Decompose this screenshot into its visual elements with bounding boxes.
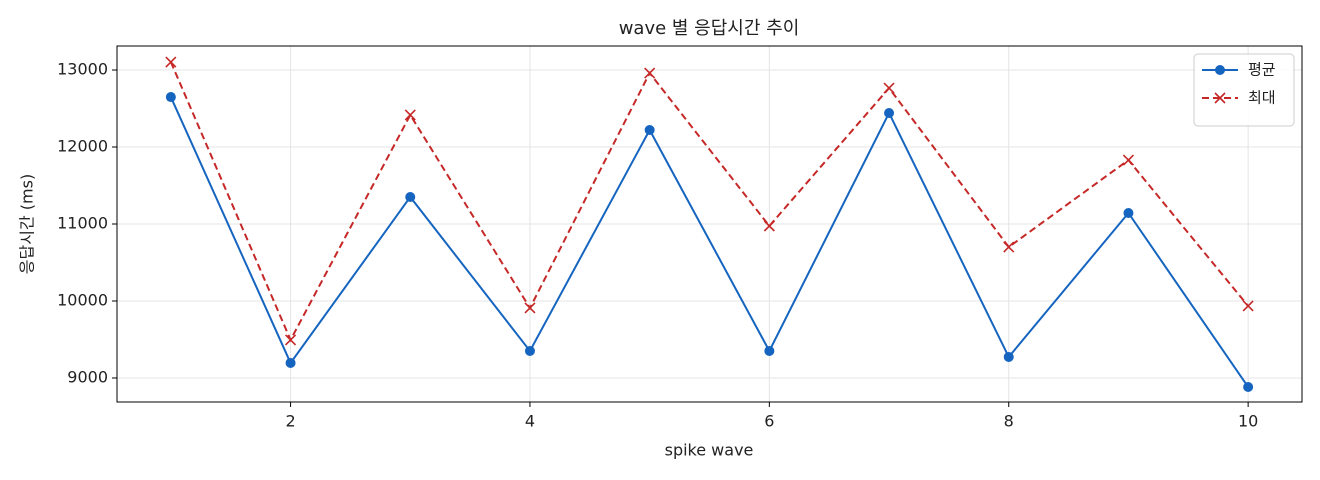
x-tick-label: 6 — [764, 412, 774, 431]
plot-frame — [116, 45, 1303, 403]
point — [763, 220, 775, 232]
series-line — [169, 61, 1249, 343]
x-tick-label: 2 — [285, 412, 295, 431]
point — [1123, 207, 1134, 218]
point — [1003, 351, 1014, 362]
point — [883, 82, 895, 94]
x-axis-label: spike wave — [665, 441, 754, 460]
legend-label: 평균 — [1248, 61, 1276, 79]
point — [884, 107, 895, 118]
y-tick-label: 13000 — [57, 60, 108, 79]
x-tick-label: 8 — [1004, 412, 1014, 431]
x-tick-label: 4 — [525, 412, 535, 431]
series-line — [169, 96, 1249, 388]
y-tick-label: 12000 — [57, 137, 108, 156]
point — [1243, 381, 1254, 392]
point — [1242, 300, 1254, 312]
point — [405, 191, 416, 202]
point — [524, 302, 536, 314]
point — [1122, 154, 1135, 166]
point — [404, 109, 416, 121]
x-tick-label: 10 — [1238, 412, 1258, 431]
y-tick-label: 9000 — [67, 367, 108, 386]
legend-box — [1193, 53, 1295, 127]
legend-marker — [1214, 92, 1226, 104]
y-tick-label: 11000 — [57, 214, 108, 233]
point — [764, 345, 775, 356]
y-axis-label: 응답시간 (ms) — [18, 174, 37, 274]
point — [644, 124, 655, 135]
point — [285, 357, 296, 368]
point — [1003, 241, 1015, 253]
point — [284, 334, 297, 346]
point — [165, 56, 177, 68]
chart-title: wave 별 응답시간 추이 — [619, 18, 800, 39]
point — [644, 67, 656, 79]
point — [165, 92, 176, 103]
y-tick-label: 10000 — [57, 290, 108, 309]
legend-marker — [1215, 65, 1225, 75]
point — [524, 345, 535, 356]
legend-label: 최대 — [1248, 89, 1276, 107]
